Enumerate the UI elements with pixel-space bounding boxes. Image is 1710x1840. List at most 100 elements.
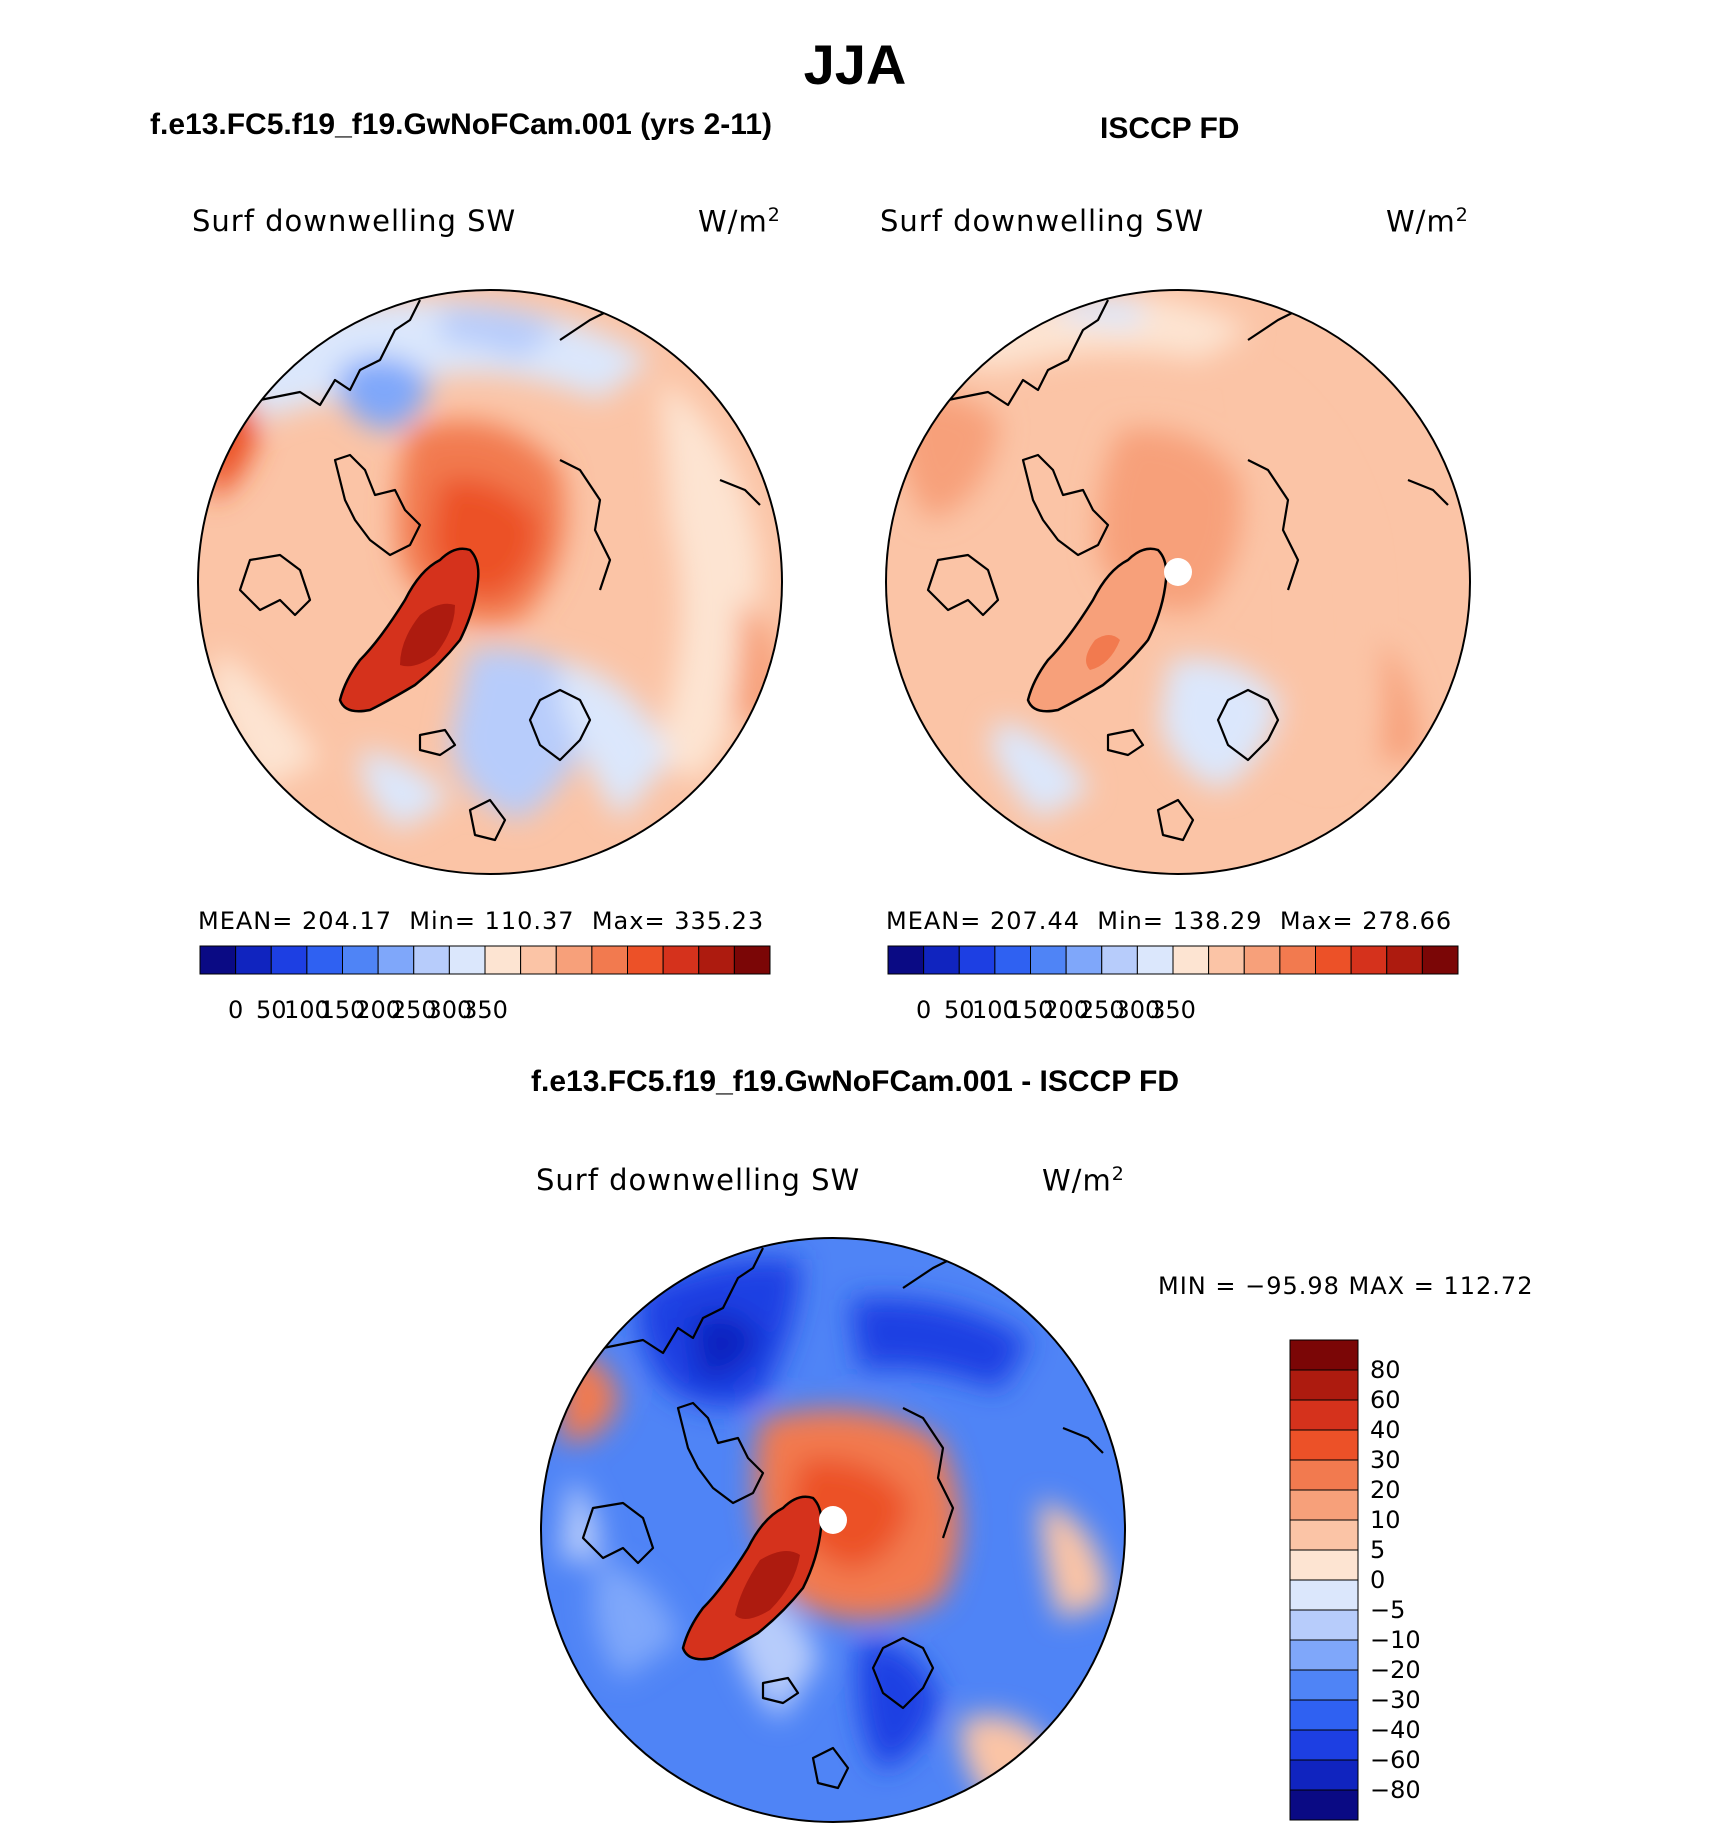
colorbar-1-tick-label: 50	[256, 996, 287, 1024]
colorbar-1-swatch	[520, 945, 557, 975]
colorbar-3-swatch	[1289, 1339, 1359, 1371]
panel1-max-label: Max=	[591, 907, 666, 935]
diff-units-base: W/m	[1042, 1163, 1112, 1198]
colorbar-1-swatch	[306, 945, 343, 975]
colorbar-1-swatch	[662, 945, 700, 975]
panel1-min-label: Min=	[409, 907, 476, 935]
colorbar-1-swatch	[342, 945, 379, 975]
colorbar-2-swatch	[1030, 945, 1067, 975]
colorbar-3-swatch	[1289, 1429, 1359, 1461]
diff-variable: Surf downwelling SW	[536, 1163, 861, 1197]
colorbar-3-swatch	[1289, 1519, 1359, 1551]
panel1-min: 110.37	[484, 907, 575, 935]
colorbar-3-swatch	[1289, 1459, 1359, 1491]
colorbar-1-tick-label: 300	[426, 996, 472, 1024]
colorbar-2-swatch	[1315, 945, 1352, 975]
colorbar-2-tick-label: 300	[1114, 996, 1160, 1024]
map3	[540, 1237, 1126, 1823]
colorbar-3-swatch	[1289, 1639, 1359, 1671]
panel2-mean-label: MEAN=	[886, 907, 982, 935]
map1-border	[197, 289, 783, 875]
colorbar-1-tick-label: 250	[391, 996, 437, 1024]
map2-pole-mask	[1164, 558, 1192, 586]
panel1-units-exp: 2	[767, 204, 781, 226]
colorbar-3-tick-label: 20	[1370, 1476, 1401, 1504]
map2-border	[885, 289, 1471, 875]
colorbar-2-swatch	[887, 945, 925, 975]
colorbar-3-tick-label: −60	[1370, 1746, 1421, 1774]
colorbar-1-swatch	[377, 945, 415, 975]
colorbar-1-swatch	[591, 945, 628, 975]
colorbar-3-tick-label: 10	[1370, 1506, 1401, 1534]
colorbar-3-swatch	[1289, 1579, 1359, 1611]
map3-border	[540, 1237, 1126, 1823]
colorbar-3-swatch	[1289, 1369, 1359, 1401]
colorbar-1-swatch	[413, 945, 450, 975]
colorbar-3-tick-label: −10	[1370, 1626, 1421, 1654]
colorbar-2-swatch	[1172, 945, 1210, 975]
panel1-mean-label: MEAN=	[198, 907, 294, 935]
main-title: JJA	[803, 33, 907, 96]
panel1-variable: Surf downwelling SW	[192, 204, 517, 238]
panel1-mean: 204.17	[302, 907, 392, 935]
colorbar-3-tick-label: 60	[1370, 1386, 1401, 1414]
panel2-mean: 207.44	[990, 907, 1080, 935]
colorbar-3-swatch	[1289, 1729, 1359, 1761]
panel1-max: 335.23	[674, 907, 765, 935]
colorbar-2-swatch	[1101, 945, 1138, 975]
colorbar-3-tick-label: 40	[1370, 1416, 1401, 1444]
colorbar-1-tick-label: 0	[228, 996, 243, 1024]
panel2-min: 138.29	[1172, 907, 1263, 935]
map2	[885, 289, 1471, 875]
colorbar-3-swatch	[1289, 1669, 1359, 1701]
colorbar-2-swatch	[1421, 945, 1459, 975]
colorbar-2-tick-label: 100	[972, 996, 1018, 1024]
colorbar-2-swatch	[1243, 945, 1281, 975]
colorbar-2-tick-label: 150	[1008, 996, 1054, 1024]
colorbar-3-tick-label: 5	[1370, 1536, 1385, 1564]
colorbar-2-tick-label: 350	[1150, 996, 1196, 1024]
colorbar-3-swatch	[1289, 1549, 1359, 1581]
colorbar-3-tick-label: −5	[1370, 1596, 1405, 1624]
diff-units-exp: 2	[1111, 1163, 1125, 1185]
colorbar-1-swatch	[698, 945, 735, 975]
colorbar-1-swatch	[448, 945, 486, 975]
colorbar-2-swatch	[1208, 945, 1245, 975]
colorbar-1-swatch	[235, 945, 272, 975]
colorbar-3-tick-label: 30	[1370, 1446, 1401, 1474]
colorbar-3-swatch	[1289, 1399, 1359, 1431]
colorbar-2-swatch	[923, 945, 960, 975]
panel1-units: W/m2	[698, 204, 781, 239]
colorbar-2-tick-label: 200	[1043, 996, 1089, 1024]
panel2-stats: MEAN= 207.44 Min= 138.29 Max= 278.66	[886, 907, 1452, 935]
panel2-units-exp: 2	[1455, 204, 1469, 226]
panel2-max: 278.66	[1362, 907, 1453, 935]
panel1-units-base: W/m	[698, 204, 768, 239]
panel2-units: W/m2	[1386, 204, 1469, 239]
colorbar-2-swatch	[1136, 945, 1174, 975]
panel2-max-label: Max=	[1279, 907, 1354, 935]
colorbar-2-tick-label: 0	[916, 996, 931, 1024]
diff-units: W/m2	[1042, 1163, 1125, 1198]
colorbar-3-tick-label: 0	[1370, 1566, 1385, 1594]
colorbar-1-swatch	[627, 945, 664, 975]
colorbar-2-tick-label: 250	[1079, 996, 1125, 1024]
colorbar-3-swatch	[1289, 1789, 1359, 1821]
colorbar-1-tick-label: 100	[284, 996, 330, 1024]
diff-minmax: MIN = −95.98 MAX = 112.72	[1158, 1272, 1534, 1300]
colorbar-1-swatch	[199, 945, 237, 975]
colorbar-1-swatch	[555, 945, 593, 975]
difference-title: f.e13.FC5.f19_f19.GwNoFCam.001 - ISCCP F…	[531, 1065, 1179, 1098]
colorbar-3-swatch	[1289, 1699, 1359, 1731]
map1	[197, 289, 783, 875]
colorbar-2-swatch	[994, 945, 1031, 975]
colorbar-3-tick-label: −40	[1370, 1716, 1421, 1744]
panel1-stats: MEAN= 204.17 Min= 110.37 Max= 335.23	[198, 907, 764, 935]
colorbar-1-swatch	[484, 945, 522, 975]
colorbar-3-tick-label: 80	[1370, 1356, 1401, 1384]
panel2-units-base: W/m	[1386, 204, 1456, 239]
